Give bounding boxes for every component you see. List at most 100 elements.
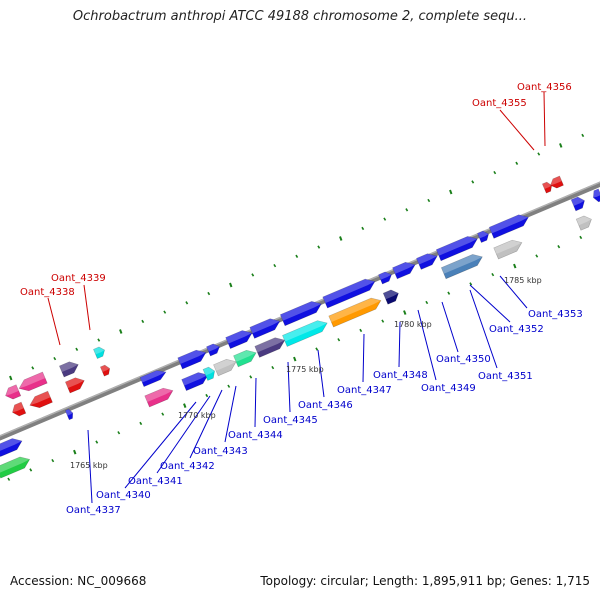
gene-label-oant-4338[interactable]: Oant_4338	[20, 287, 75, 298]
gene-label-oant-4340[interactable]: Oant_4340	[96, 490, 151, 501]
tick-mark	[317, 245, 321, 249]
gene-arrow-body	[139, 370, 167, 388]
gene-arrow[interactable]	[213, 356, 239, 377]
gene-arrow-highlight	[550, 176, 562, 186]
gene-arrow[interactable]	[17, 371, 48, 394]
gene-arrow-highlight	[280, 301, 322, 321]
leader-line	[47, 297, 61, 346]
gene-arrow-highlight	[441, 254, 483, 274]
gene-arrow[interactable]	[591, 188, 600, 203]
gene-arrow[interactable]	[549, 175, 564, 190]
gene-arrow[interactable]	[181, 369, 211, 391]
gene-arrow[interactable]	[99, 364, 111, 377]
gene-arrow-body	[570, 196, 585, 212]
tick-mark	[559, 143, 563, 148]
gene-arrow[interactable]	[225, 327, 255, 349]
gene-arrow[interactable]	[64, 375, 86, 394]
gene-arrow[interactable]	[3, 384, 22, 402]
gene-label-oant-4351[interactable]: Oant_4351	[478, 371, 533, 382]
gene-arrow-highlight	[225, 330, 252, 344]
gene-arrow-body	[322, 278, 376, 309]
gene-arrow[interactable]	[206, 342, 222, 357]
gene-arrow-body	[382, 289, 399, 305]
gene-label-oant-4347[interactable]: Oant_4347	[337, 385, 392, 396]
gene-arrow[interactable]	[328, 295, 383, 328]
gene-arrow[interactable]	[435, 233, 479, 262]
gene-arrow[interactable]	[139, 367, 168, 388]
gene-arrow-highlight	[144, 388, 173, 403]
gene-arrow-highlight	[322, 279, 375, 304]
gene-arrow-highlight	[19, 372, 46, 389]
gene-label-oant-4353[interactable]: Oant_4353	[528, 309, 583, 320]
gene-label-oant-4355[interactable]: Oant_4355	[472, 98, 527, 109]
gene-label-oant-4346[interactable]: Oant_4346	[298, 400, 353, 411]
leader-line	[224, 385, 237, 443]
gene-arrow[interactable]	[177, 347, 208, 370]
gene-arrow[interactable]	[322, 276, 377, 309]
tick-mark	[513, 263, 517, 269]
gene-label-oant-4349[interactable]: Oant_4349	[421, 383, 476, 394]
gene-arrow[interactable]	[378, 270, 394, 285]
gene-arrow[interactable]	[382, 288, 401, 305]
gene-arrow[interactable]	[279, 298, 323, 327]
gene-arrow[interactable]	[488, 212, 531, 239]
gene-arrow[interactable]	[282, 318, 329, 347]
gene-arrow-highlight	[571, 197, 585, 206]
gene-arrow[interactable]	[249, 316, 282, 339]
gene-arrow[interactable]	[10, 401, 27, 418]
leader-line	[499, 275, 528, 309]
gene-arrow[interactable]	[575, 214, 594, 231]
gene-arrow[interactable]	[58, 359, 80, 378]
tick-mark	[273, 263, 277, 268]
gene-arrow-highlight	[5, 384, 19, 396]
label-leader-lines	[47, 91, 546, 504]
gene-arrow[interactable]	[28, 390, 53, 411]
gene-arrow-body	[541, 181, 553, 194]
gene-arrow[interactable]	[570, 195, 587, 212]
gene-label-oant-4348[interactable]: Oant_4348	[373, 370, 428, 381]
gene-arrow[interactable]	[144, 385, 175, 408]
gene-arrow-highlight	[65, 377, 85, 389]
gene-features	[0, 175, 600, 479]
gene-arrow-highlight	[378, 271, 392, 280]
gene-arrow[interactable]	[477, 229, 490, 243]
tick-mark	[579, 235, 583, 240]
gene-arrow-body	[29, 390, 53, 409]
gene-arrow[interactable]	[541, 181, 553, 194]
gene-label-oant-4356[interactable]: Oant_4356	[517, 82, 572, 93]
gene-label-oant-4339[interactable]: Oant_4339	[51, 273, 106, 284]
gene-arrow-highlight	[100, 365, 110, 373]
gene-arrow-highlight	[436, 236, 478, 256]
gene-arrow[interactable]	[233, 347, 259, 368]
scale-label-1780: 1780 kbp	[394, 320, 432, 329]
gene-arrow-highlight	[181, 372, 208, 386]
gene-arrow-highlight	[249, 318, 280, 334]
gene-arrow[interactable]	[392, 259, 418, 280]
scale-label-1770: 1770 kbp	[178, 411, 216, 420]
gene-label-oant-4342[interactable]: Oant_4342	[160, 461, 215, 472]
gene-label-oant-4341[interactable]: Oant_4341	[128, 476, 183, 487]
gene-arrow[interactable]	[0, 454, 32, 479]
gene-arrow[interactable]	[202, 366, 217, 381]
gene-label-oant-4350[interactable]: Oant_4350	[436, 354, 491, 365]
gene-arrow-body	[328, 297, 382, 328]
gene-arrow[interactable]	[254, 335, 287, 358]
gene-label-oant-4337[interactable]: Oant_4337	[66, 505, 121, 516]
gene-label-oant-4345[interactable]: Oant_4345	[263, 415, 318, 426]
gene-arrow[interactable]	[493, 237, 524, 260]
gene-arrow[interactable]	[416, 251, 439, 270]
gene-arrow-highlight	[416, 253, 438, 265]
inner-tick-row	[7, 235, 583, 481]
gene-arrow[interactable]	[64, 408, 74, 421]
gene-label-oant-4352[interactable]: Oant_4352	[489, 324, 544, 335]
gene-arrow[interactable]	[93, 345, 106, 359]
gene-label-oant-4344[interactable]: Oant_4344	[228, 430, 283, 441]
gene-arrow-body	[64, 408, 74, 421]
tick-mark	[7, 477, 11, 481]
gene-arrow[interactable]	[0, 435, 24, 457]
gene-label-oant-4343[interactable]: Oant_4343	[193, 446, 248, 457]
gene-arrow[interactable]	[440, 251, 484, 280]
tick-mark	[95, 440, 99, 444]
tick-mark	[117, 431, 121, 435]
